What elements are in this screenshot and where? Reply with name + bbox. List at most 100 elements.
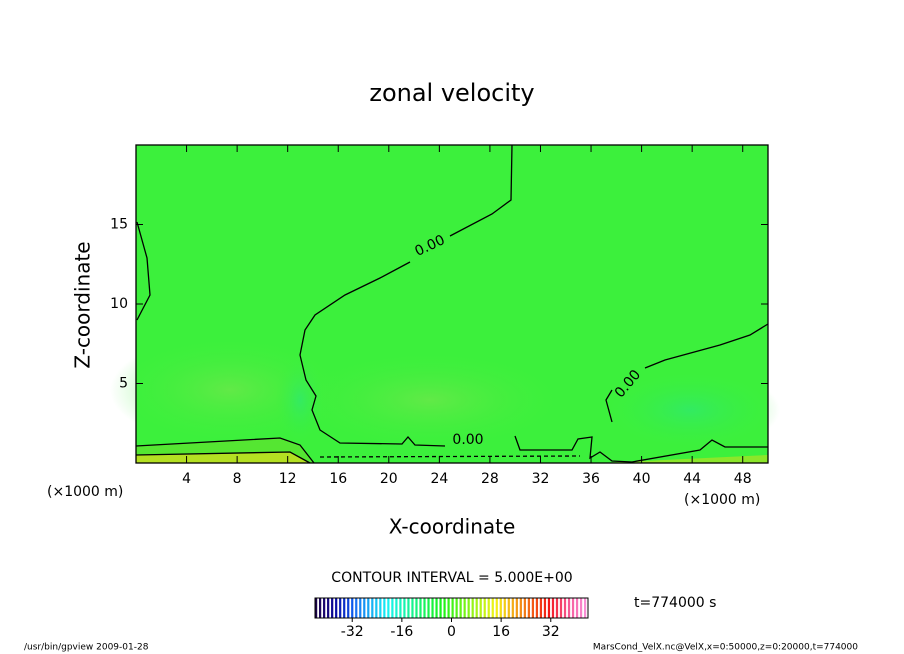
contour-line <box>299 144 768 463</box>
colorbar-swatch <box>467 598 470 618</box>
contours <box>135 144 769 464</box>
colorbar-swatch <box>367 598 370 618</box>
colorbar-swatch <box>531 598 535 618</box>
field-shade <box>600 370 780 450</box>
colorbar-swatch <box>555 598 559 618</box>
colorbar-swatch <box>487 598 490 618</box>
colorbar-swatch <box>519 598 522 618</box>
colorbar-swatch <box>571 598 575 618</box>
x-tick-label: 8 <box>233 471 242 487</box>
x-unit-label: (×1000 m) <box>684 492 760 508</box>
colorbar-swatch <box>463 598 466 618</box>
y-axis-label: Z-coordinate <box>71 241 95 368</box>
colorbar-swatch <box>363 598 366 618</box>
footer-right: MarsCond_VelX.nc@VelX,x=0:50000,z=0:2000… <box>593 643 858 653</box>
colorbar-swatch <box>455 598 458 618</box>
colorbar-swatch <box>475 598 478 618</box>
colorbar-swatch <box>351 598 354 618</box>
footer-left: /usr/bin/gpview 2009-01-28 <box>24 643 149 653</box>
colorbar-swatch <box>559 598 563 618</box>
contour-interval: CONTOUR INTERVAL = 5.000E+00 <box>331 570 572 586</box>
colorbar-swatch <box>535 598 539 618</box>
colorbar-swatch <box>447 598 450 618</box>
colorbar-swatch <box>523 598 526 618</box>
colorbar-swatch <box>387 598 390 618</box>
colorbar-swatch <box>423 598 426 618</box>
colorbar-swatch <box>459 598 462 618</box>
colorbar-swatch <box>327 598 330 618</box>
x-tick-label: 28 <box>481 471 499 487</box>
y-tick-label: 15 <box>110 217 128 233</box>
colorbar-swatch <box>507 598 510 618</box>
colorbar-swatch <box>547 598 551 618</box>
colorbar-swatch <box>371 598 374 618</box>
x-tick-label: 24 <box>430 471 448 487</box>
y-tick-label: 5 <box>119 376 128 392</box>
x-tick-label: 44 <box>683 471 701 487</box>
colorbar <box>315 598 587 618</box>
colorbar-swatch <box>443 598 446 618</box>
colorbar-swatch <box>431 598 434 618</box>
colorbar-swatch <box>395 598 398 618</box>
colorbar-tick-label: 16 <box>492 624 510 640</box>
x-tick-label: 48 <box>734 471 752 487</box>
x-axis-label: X-coordinate <box>389 515 516 539</box>
contour-line <box>135 437 315 464</box>
colorbar-swatch <box>499 598 502 618</box>
y-tick-label: 10 <box>110 296 128 312</box>
contour-line <box>605 323 769 423</box>
colorbar-swatch <box>343 598 346 618</box>
colorbar-swatch <box>315 598 318 618</box>
colorbar-swatch <box>407 598 410 618</box>
colorbar-swatch <box>439 598 442 618</box>
colorbar-swatch <box>503 598 506 618</box>
colorbar-swatch <box>355 598 358 618</box>
colorbar-swatch <box>331 598 334 618</box>
colorbar-swatch <box>511 598 514 618</box>
colorbar-swatch <box>323 598 326 618</box>
x-tick-label: 12 <box>279 471 297 487</box>
colorbar-tick-label: -16 <box>390 624 413 640</box>
colorbar-swatch <box>347 598 350 618</box>
colorbar-swatch <box>411 598 414 618</box>
colorbar-swatch <box>495 598 498 618</box>
colorbar-swatch <box>563 598 567 618</box>
x-tick-label: 20 <box>380 471 398 487</box>
colorbar-swatch <box>319 598 322 618</box>
colorbar-swatch <box>575 598 579 618</box>
contour-line <box>136 221 151 321</box>
colorbar-swatch <box>427 598 430 618</box>
x-tick-label: 4 <box>182 471 191 487</box>
x-unit-label: (×1000 m) <box>47 484 123 500</box>
colorbar-swatch <box>379 598 382 618</box>
x-tick-label: 36 <box>582 471 600 487</box>
colorbar-swatch <box>483 598 486 618</box>
contour-line <box>319 455 581 458</box>
chart-title: zonal velocity <box>369 79 534 107</box>
colorbar-swatch <box>479 598 482 618</box>
colorbar-swatch <box>403 598 406 618</box>
colorbar-swatch <box>339 598 342 618</box>
colorbar-swatch <box>583 598 587 618</box>
colorbar-swatch <box>551 598 555 618</box>
colorbar-swatch <box>471 598 474 618</box>
contour-line <box>135 451 311 464</box>
x-tick-label: 16 <box>329 471 347 487</box>
colorbar-swatch <box>383 598 386 618</box>
colorbar-swatch <box>399 598 402 618</box>
field <box>110 145 780 463</box>
colorbar-swatch <box>415 598 418 618</box>
colorbar-swatch <box>543 598 547 618</box>
colorbar-swatch <box>451 598 454 618</box>
colorbar-swatch <box>515 598 518 618</box>
time-label: t=774000 s <box>634 595 716 611</box>
colorbar-swatch <box>579 598 583 618</box>
colorbar-swatch <box>335 598 338 618</box>
contour-label: 0.00 <box>452 432 483 448</box>
colorbar-swatch <box>567 598 571 618</box>
colorbar-tick-label: 0 <box>447 624 456 640</box>
x-tick-label: 32 <box>532 471 550 487</box>
colorbar-swatch <box>527 598 530 618</box>
colorbar-tick-label: 32 <box>542 624 560 640</box>
